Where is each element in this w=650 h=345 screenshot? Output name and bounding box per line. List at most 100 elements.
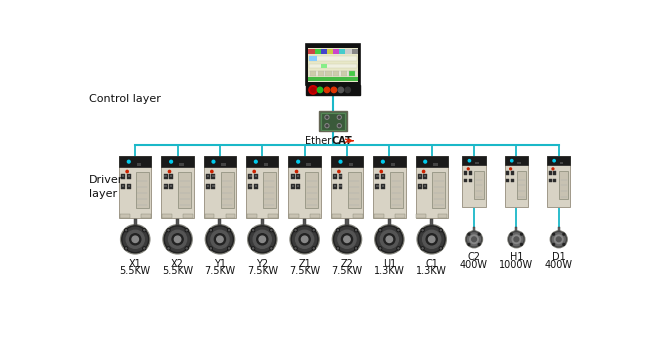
Bar bbox=[374, 214, 383, 218]
Circle shape bbox=[552, 233, 554, 235]
Circle shape bbox=[185, 229, 188, 231]
Text: C2: C2 bbox=[467, 253, 480, 263]
Bar bbox=[309, 49, 315, 54]
Bar bbox=[203, 156, 236, 167]
Circle shape bbox=[338, 230, 356, 248]
Bar bbox=[289, 214, 299, 218]
Circle shape bbox=[271, 248, 272, 249]
Bar bbox=[348, 164, 353, 166]
Circle shape bbox=[380, 170, 382, 173]
Circle shape bbox=[167, 229, 170, 231]
Bar bbox=[345, 49, 352, 54]
Bar bbox=[474, 171, 484, 199]
Circle shape bbox=[552, 233, 565, 246]
Bar bbox=[297, 175, 299, 177]
Bar bbox=[333, 174, 337, 179]
Bar bbox=[248, 174, 252, 179]
Bar bbox=[511, 179, 514, 183]
Bar bbox=[515, 227, 517, 231]
Circle shape bbox=[355, 229, 358, 231]
Circle shape bbox=[211, 170, 213, 173]
Circle shape bbox=[168, 230, 187, 248]
Circle shape bbox=[379, 247, 382, 250]
Text: 7.5KW: 7.5KW bbox=[332, 266, 363, 276]
Bar bbox=[463, 156, 486, 207]
Circle shape bbox=[254, 160, 257, 163]
Bar bbox=[127, 184, 131, 189]
Circle shape bbox=[296, 230, 314, 248]
Circle shape bbox=[326, 116, 328, 118]
Bar bbox=[161, 156, 194, 218]
Bar bbox=[333, 49, 339, 54]
Bar bbox=[205, 214, 214, 218]
Bar bbox=[170, 185, 172, 187]
Bar bbox=[296, 184, 300, 189]
Bar bbox=[122, 175, 124, 177]
Circle shape bbox=[380, 248, 381, 249]
Circle shape bbox=[172, 234, 183, 245]
Bar bbox=[211, 174, 215, 179]
Circle shape bbox=[168, 229, 169, 231]
Circle shape bbox=[337, 248, 339, 249]
Bar bbox=[264, 164, 268, 166]
Bar bbox=[289, 156, 321, 167]
Bar bbox=[306, 171, 318, 208]
Bar bbox=[246, 156, 278, 218]
Circle shape bbox=[440, 248, 441, 249]
Bar bbox=[315, 49, 321, 54]
Circle shape bbox=[294, 229, 297, 231]
Bar bbox=[558, 227, 560, 231]
Bar bbox=[381, 174, 385, 179]
Circle shape bbox=[355, 247, 358, 250]
Bar bbox=[348, 171, 361, 208]
Bar bbox=[505, 156, 528, 207]
Circle shape bbox=[208, 227, 232, 251]
Circle shape bbox=[422, 230, 441, 248]
Bar bbox=[211, 184, 215, 189]
Circle shape bbox=[510, 233, 523, 246]
Circle shape bbox=[421, 229, 424, 231]
Bar bbox=[547, 156, 570, 165]
Circle shape bbox=[468, 233, 480, 246]
Circle shape bbox=[422, 170, 424, 173]
Bar bbox=[248, 184, 252, 189]
Circle shape bbox=[386, 236, 393, 243]
Bar bbox=[122, 184, 125, 189]
Circle shape bbox=[338, 170, 340, 173]
Circle shape bbox=[466, 231, 482, 247]
Bar bbox=[297, 185, 299, 187]
Text: X2: X2 bbox=[171, 258, 184, 268]
Bar bbox=[418, 184, 422, 189]
Circle shape bbox=[313, 248, 315, 249]
Bar bbox=[296, 174, 300, 179]
Text: Z2: Z2 bbox=[341, 258, 354, 268]
Bar bbox=[164, 174, 168, 179]
Circle shape bbox=[439, 247, 442, 250]
Bar bbox=[463, 156, 486, 165]
Bar bbox=[249, 175, 252, 177]
Circle shape bbox=[294, 247, 297, 250]
Bar bbox=[327, 49, 333, 54]
Circle shape bbox=[382, 160, 384, 163]
Bar bbox=[306, 45, 360, 85]
Circle shape bbox=[214, 234, 226, 245]
Circle shape bbox=[325, 115, 329, 119]
Bar bbox=[127, 185, 130, 187]
Circle shape bbox=[216, 236, 223, 243]
Circle shape bbox=[514, 237, 519, 241]
Circle shape bbox=[551, 231, 566, 247]
Circle shape bbox=[249, 226, 276, 253]
Circle shape bbox=[253, 170, 255, 173]
Bar bbox=[424, 185, 426, 187]
Circle shape bbox=[553, 159, 555, 162]
Bar bbox=[226, 214, 235, 218]
Bar bbox=[339, 175, 342, 177]
Bar bbox=[170, 175, 172, 177]
Bar bbox=[321, 49, 327, 54]
Bar bbox=[321, 113, 345, 130]
Bar bbox=[376, 185, 378, 187]
Circle shape bbox=[376, 226, 403, 253]
Circle shape bbox=[186, 248, 187, 249]
Bar bbox=[120, 214, 129, 218]
Bar bbox=[388, 219, 391, 225]
